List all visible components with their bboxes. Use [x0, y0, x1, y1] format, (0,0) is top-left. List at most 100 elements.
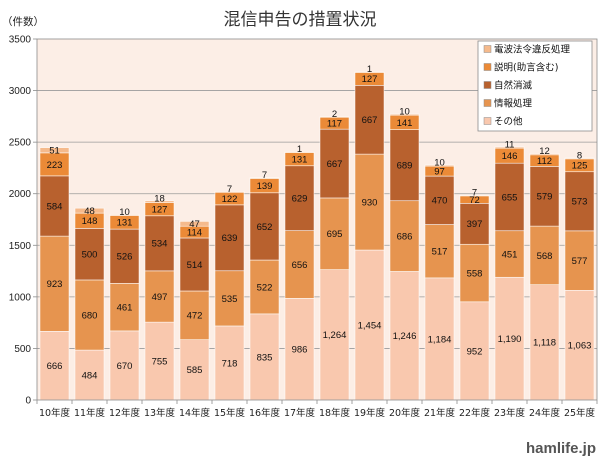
- bar-stack: [529, 153, 560, 401]
- watermark: hamlife.jp: [526, 440, 596, 457]
- bar-segment-info-processing: [354, 153, 385, 251]
- bar-segment-other: [284, 298, 315, 401]
- bar-segment-violation-processing: [109, 214, 140, 216]
- data-label-natural-resolution: 639: [222, 233, 238, 244]
- data-label-explanation: 127: [362, 74, 378, 85]
- bar-segment-natural-resolution: [354, 85, 385, 155]
- bar-stack: [284, 151, 315, 401]
- data-label-info-processing: 522: [257, 282, 273, 293]
- bar-segment-natural-resolution: [424, 175, 455, 225]
- bar-segment-other: [389, 271, 420, 401]
- data-label-violation-processing: 10: [434, 157, 445, 168]
- bar-stack: [564, 157, 595, 401]
- y-tick-label: 1500: [9, 241, 32, 252]
- data-label-violation-processing: 10: [119, 207, 130, 218]
- bar-segment-violation-processing: [144, 200, 175, 203]
- data-label-explanation: 146: [502, 151, 518, 162]
- bar-segment-natural-resolution: [284, 165, 315, 231]
- bar-segment-info-processing: [109, 283, 140, 332]
- bar-segment-violation-processing: [494, 146, 525, 149]
- x-tick-label: 16年度: [249, 407, 281, 419]
- bar-segment-other: [424, 277, 455, 401]
- x-tick-label: 22年度: [459, 407, 491, 419]
- data-label-info-processing: 558: [467, 268, 483, 279]
- bar-segment-info-processing: [529, 225, 560, 285]
- y-tick-label: 3500: [9, 35, 32, 46]
- data-label-info-processing: 656: [292, 260, 308, 271]
- bar-stack: [74, 207, 105, 401]
- data-label-other: 835: [257, 352, 273, 363]
- x-tick-label: 19年度: [354, 407, 386, 419]
- y-tick-label: 2000: [9, 189, 32, 200]
- bar-segment-violation-processing: [424, 164, 455, 167]
- y-axis-label: （件数）: [2, 15, 44, 28]
- bar-stack: [144, 200, 175, 401]
- x-tick-label: 25年度: [564, 407, 596, 419]
- data-label-violation-processing: 48: [84, 206, 95, 217]
- bar-stack: [214, 191, 245, 401]
- data-label-explanation: 131: [292, 154, 308, 165]
- bar-segment-other: [214, 325, 245, 401]
- x-tick-label: 23年度: [494, 407, 526, 419]
- bar-segment-natural-resolution: [389, 129, 420, 202]
- chart-title: 混信申告の措置状況: [224, 10, 377, 30]
- data-label-violation-processing: 10: [399, 107, 410, 118]
- bar-segment-other: [494, 276, 525, 401]
- data-label-other: 1,118: [533, 338, 556, 349]
- legend-swatch-violation-processing: [483, 45, 492, 53]
- data-label-other: 1,246: [393, 331, 417, 342]
- legend-swatch-natural-resolution: [483, 81, 492, 89]
- legend-label-info-processing: 情報処理: [494, 98, 533, 110]
- y-tick-label: 1000: [9, 292, 32, 303]
- data-label-info-processing: 680: [82, 310, 98, 321]
- legend-label-natural-resolution: 自然消滅: [494, 80, 533, 92]
- bar-segment-other: [459, 301, 490, 401]
- data-label-violation-processing: 8: [577, 150, 582, 161]
- data-label-violation-processing: 47: [189, 219, 200, 230]
- data-label-natural-resolution: 514: [187, 260, 203, 271]
- data-label-explanation: 97: [434, 166, 445, 177]
- data-label-explanation: 131: [117, 218, 133, 229]
- bar-stack: [249, 177, 280, 401]
- bar-stack: [109, 214, 140, 401]
- data-label-explanation: 139: [257, 181, 273, 192]
- data-label-violation-processing: 11: [505, 139, 515, 150]
- data-label-other: 718: [222, 358, 238, 369]
- bar-segment-info-processing: [459, 243, 490, 303]
- bar-segment-info-processing: [214, 270, 245, 327]
- legend-label-other: その他: [494, 116, 523, 128]
- data-label-natural-resolution: 534: [152, 239, 168, 250]
- data-label-natural-resolution: 689: [397, 161, 413, 172]
- legend-swatch-info-processing: [483, 99, 492, 107]
- data-label-other: 1,063: [568, 341, 592, 352]
- x-tick-label: 20年度: [389, 407, 421, 419]
- data-label-other: 666: [47, 361, 63, 372]
- bar-segment-info-processing: [424, 224, 455, 279]
- data-label-explanation: 112: [537, 156, 552, 167]
- bar-segment-violation-processing: [389, 113, 420, 116]
- data-label-violation-processing: 18: [154, 194, 165, 205]
- data-label-info-processing: 923: [47, 279, 63, 290]
- x-axis: 10年度 11年度 12年度 13年度 14年度 15年度 16年度 17年度 18年度 19年度…: [36, 400, 598, 419]
- bar-segment-natural-resolution: [109, 228, 140, 284]
- data-label-explanation: 141: [397, 118, 413, 129]
- data-label-natural-resolution: 579: [537, 192, 553, 203]
- bar-segment-natural-resolution: [214, 204, 245, 272]
- data-label-info-processing: 930: [362, 197, 378, 208]
- bar-segment-info-processing: [179, 290, 210, 340]
- bar-segment-info-processing: [39, 235, 70, 332]
- data-label-natural-resolution: 629: [292, 194, 308, 205]
- data-label-violation-processing: 12: [539, 146, 550, 157]
- data-label-natural-resolution: 500: [82, 250, 98, 261]
- legend-swatch-other: [483, 117, 492, 125]
- x-tick-label: 12年度: [109, 407, 141, 419]
- legend-label-violation-processing: 電波法令違反処理: [494, 44, 571, 56]
- bar-segment-natural-resolution: [39, 175, 70, 237]
- bar-segment-info-processing: [389, 200, 420, 272]
- x-tick-label: 24年度: [529, 407, 561, 419]
- data-label-violation-processing: 1: [367, 64, 372, 75]
- y-tick-label: 2500: [9, 138, 32, 149]
- data-label-explanation: 114: [187, 227, 202, 238]
